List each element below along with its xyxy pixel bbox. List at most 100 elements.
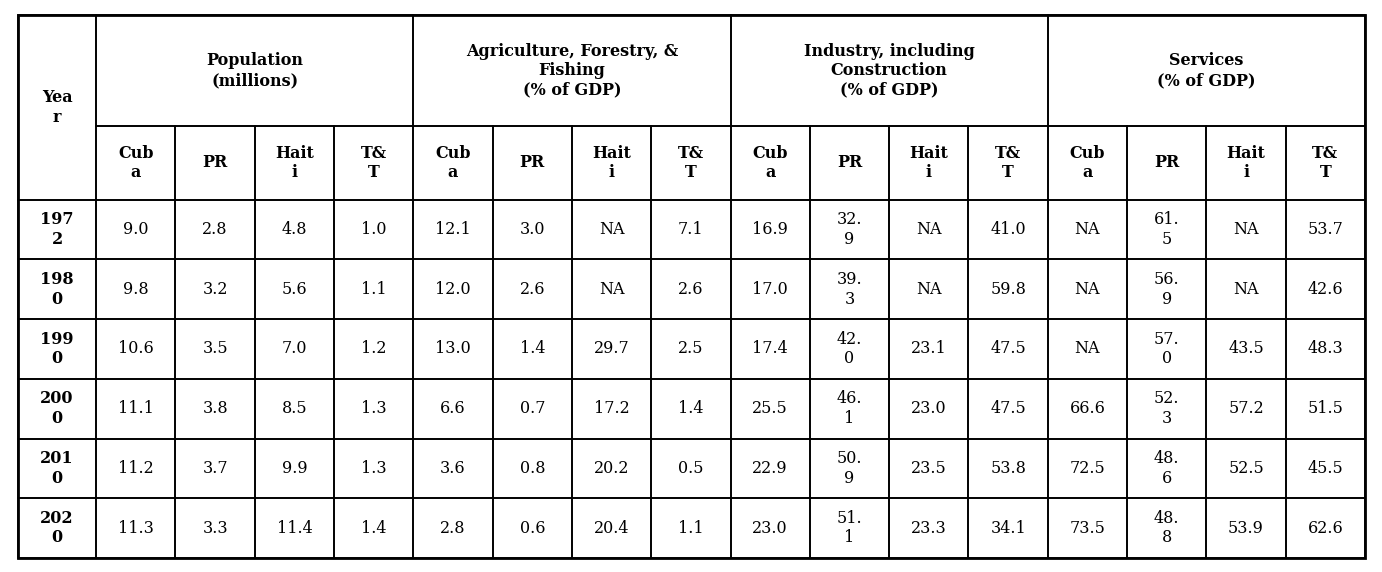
Text: NA: NA bbox=[1075, 340, 1100, 358]
Bar bbox=[572, 498, 651, 558]
Text: 0.6: 0.6 bbox=[520, 519, 545, 537]
Bar bbox=[176, 319, 254, 379]
Text: 9.8: 9.8 bbox=[123, 281, 149, 297]
Text: NA: NA bbox=[1233, 221, 1259, 238]
Bar bbox=[413, 379, 492, 439]
Bar bbox=[97, 439, 176, 498]
Text: 46.
1: 46. 1 bbox=[836, 390, 862, 427]
Text: 0.7: 0.7 bbox=[520, 400, 545, 417]
Bar bbox=[334, 379, 413, 439]
Text: 2.6: 2.6 bbox=[520, 281, 545, 297]
Text: 52.
3: 52. 3 bbox=[1154, 390, 1179, 427]
Text: 1.0: 1.0 bbox=[361, 221, 387, 238]
Bar bbox=[254, 259, 334, 319]
Bar bbox=[1206, 319, 1285, 379]
Bar bbox=[413, 439, 492, 498]
Bar bbox=[97, 498, 176, 558]
Bar bbox=[889, 439, 969, 498]
Bar bbox=[1048, 126, 1128, 200]
Text: 5.6: 5.6 bbox=[282, 281, 307, 297]
Bar bbox=[18, 15, 97, 200]
Text: 1.4: 1.4 bbox=[520, 340, 545, 358]
Bar bbox=[651, 439, 731, 498]
Bar bbox=[731, 200, 810, 259]
Text: 2.8: 2.8 bbox=[202, 221, 228, 238]
Bar bbox=[651, 498, 731, 558]
Text: Hait
i: Hait i bbox=[591, 145, 632, 181]
Text: 1.3: 1.3 bbox=[361, 460, 387, 477]
Text: 20.2: 20.2 bbox=[594, 460, 629, 477]
Text: 6.6: 6.6 bbox=[441, 400, 466, 417]
Bar bbox=[176, 379, 254, 439]
Bar bbox=[1048, 498, 1128, 558]
Bar bbox=[1285, 200, 1365, 259]
Text: 57.2: 57.2 bbox=[1229, 400, 1265, 417]
Bar bbox=[492, 319, 572, 379]
Bar bbox=[810, 200, 889, 259]
Text: 66.6: 66.6 bbox=[1070, 400, 1106, 417]
Bar bbox=[810, 439, 889, 498]
Text: 1.1: 1.1 bbox=[361, 281, 387, 297]
Text: T&
T: T& T bbox=[1313, 145, 1338, 181]
Text: 48.3: 48.3 bbox=[1307, 340, 1343, 358]
Text: 23.0: 23.0 bbox=[752, 519, 788, 537]
Bar bbox=[969, 379, 1048, 439]
Text: 3.7: 3.7 bbox=[202, 460, 228, 477]
Text: 199
0: 199 0 bbox=[40, 331, 73, 367]
Text: 20.4: 20.4 bbox=[594, 519, 629, 537]
Text: 7.1: 7.1 bbox=[679, 221, 703, 238]
Text: 50.
9: 50. 9 bbox=[836, 450, 862, 487]
Text: 8.5: 8.5 bbox=[282, 400, 307, 417]
Bar bbox=[1285, 498, 1365, 558]
Text: NA: NA bbox=[1233, 281, 1259, 297]
Bar bbox=[1128, 439, 1206, 498]
Text: 51.
1: 51. 1 bbox=[836, 510, 862, 546]
Text: 9.0: 9.0 bbox=[123, 221, 148, 238]
Bar bbox=[651, 200, 731, 259]
Bar bbox=[1206, 439, 1285, 498]
Bar bbox=[810, 379, 889, 439]
Text: 1.1: 1.1 bbox=[679, 519, 703, 537]
Bar bbox=[176, 200, 254, 259]
Text: PR: PR bbox=[202, 154, 228, 172]
Bar bbox=[254, 379, 334, 439]
Text: 11.1: 11.1 bbox=[117, 400, 153, 417]
Text: 198
0: 198 0 bbox=[40, 271, 73, 308]
Bar bbox=[731, 379, 810, 439]
Bar bbox=[1128, 379, 1206, 439]
Text: 59.8: 59.8 bbox=[990, 281, 1025, 297]
Bar bbox=[176, 498, 254, 558]
Text: 52.5: 52.5 bbox=[1229, 460, 1265, 477]
Text: 0.5: 0.5 bbox=[679, 460, 703, 477]
Bar bbox=[492, 498, 572, 558]
Bar bbox=[810, 498, 889, 558]
Bar bbox=[18, 439, 97, 498]
Bar bbox=[1285, 126, 1365, 200]
Text: Yea
r: Yea r bbox=[41, 89, 72, 126]
Text: 12.0: 12.0 bbox=[435, 281, 471, 297]
Bar bbox=[413, 498, 492, 558]
Text: 53.9: 53.9 bbox=[1229, 519, 1265, 537]
Bar bbox=[572, 379, 651, 439]
Text: NA: NA bbox=[1075, 221, 1100, 238]
Text: 11.4: 11.4 bbox=[276, 519, 312, 537]
Bar bbox=[254, 498, 334, 558]
Bar bbox=[97, 126, 176, 200]
Text: 3.2: 3.2 bbox=[202, 281, 228, 297]
Text: Agriculture, Forestry, &
Fishing
(% of GDP): Agriculture, Forestry, & Fishing (% of G… bbox=[466, 42, 679, 99]
Bar bbox=[969, 200, 1048, 259]
Bar bbox=[889, 200, 969, 259]
Bar bbox=[731, 259, 810, 319]
Text: 4.8: 4.8 bbox=[282, 221, 307, 238]
Text: 11.3: 11.3 bbox=[117, 519, 153, 537]
Text: 9.9: 9.9 bbox=[282, 460, 307, 477]
Bar bbox=[254, 200, 334, 259]
Bar bbox=[176, 439, 254, 498]
Bar bbox=[889, 259, 969, 319]
Bar bbox=[1048, 379, 1128, 439]
Bar bbox=[492, 379, 572, 439]
Text: 57.
0: 57. 0 bbox=[1154, 331, 1180, 367]
Bar bbox=[1128, 319, 1206, 379]
Bar bbox=[334, 498, 413, 558]
Text: 56.
9: 56. 9 bbox=[1154, 271, 1180, 308]
